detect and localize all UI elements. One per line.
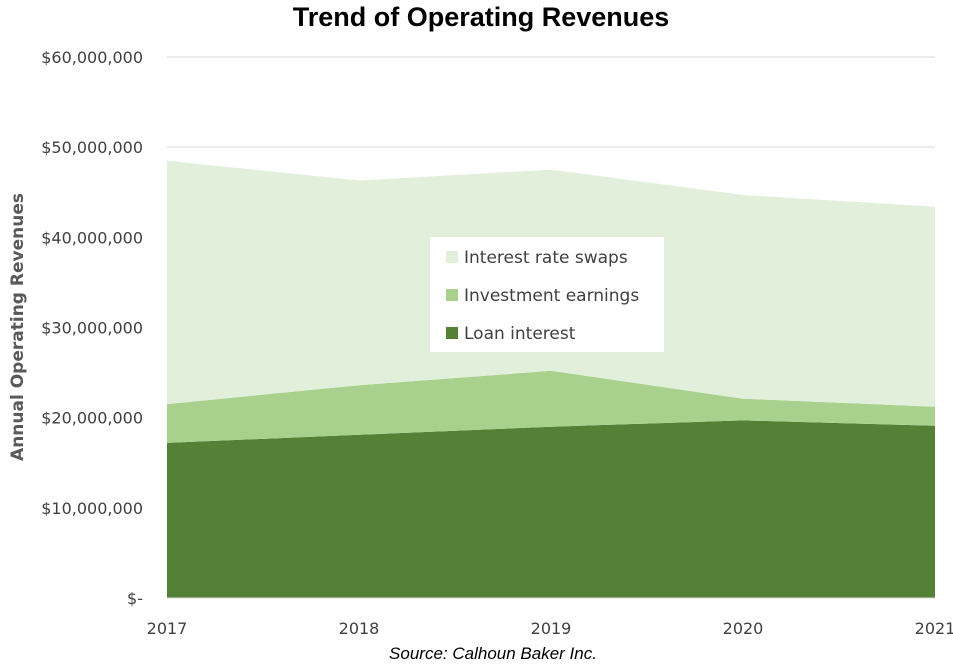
axes: $- $10,000,000 $20,000,000 $30,000,000 $40,0… (41, 48, 953, 638)
area-loan-interest (167, 420, 935, 598)
x-tick-label: 2020 (723, 619, 764, 638)
y-tick-label: $20,000,000 (41, 409, 143, 428)
legend-label: Loan interest (464, 324, 576, 344)
x-tick-label: 2018 (339, 619, 380, 638)
y-tick-label: $10,000,000 (41, 499, 143, 518)
x-tick-label: 2019 (531, 619, 572, 638)
y-axis-title: Annual Operating Revenues (8, 193, 28, 461)
legend-item-investment-earnings: Investment earnings (446, 286, 639, 306)
x-tick-label: 2017 (147, 619, 188, 638)
legend: Interest rate swaps Investment earnings Lo… (430, 237, 664, 352)
plot-areas (167, 160, 935, 598)
legend-swatch (446, 327, 458, 339)
y-tick-label: $- (127, 589, 143, 608)
source-note: Source: Calhoun Baker Inc. (389, 644, 597, 663)
y-tick-label: $50,000,000 (41, 138, 143, 157)
x-tick-label: 2021 (915, 619, 953, 638)
legend-item-interest-rate-swaps: Interest rate swaps (446, 248, 628, 268)
chart-title: Trend of Operating Revenues (293, 2, 670, 32)
legend-item-loan-interest: Loan interest (446, 324, 576, 344)
legend-label: Interest rate swaps (464, 248, 628, 268)
legend-swatch (446, 289, 458, 301)
area-investment-earnings (167, 370, 935, 443)
legend-box (430, 237, 664, 352)
y-tick-label: $30,000,000 (41, 319, 143, 338)
y-tick-label: $60,000,000 (41, 48, 143, 67)
y-tick-label: $40,000,000 (41, 228, 143, 247)
legend-swatch (446, 251, 458, 263)
legend-label: Investment earnings (464, 286, 639, 306)
